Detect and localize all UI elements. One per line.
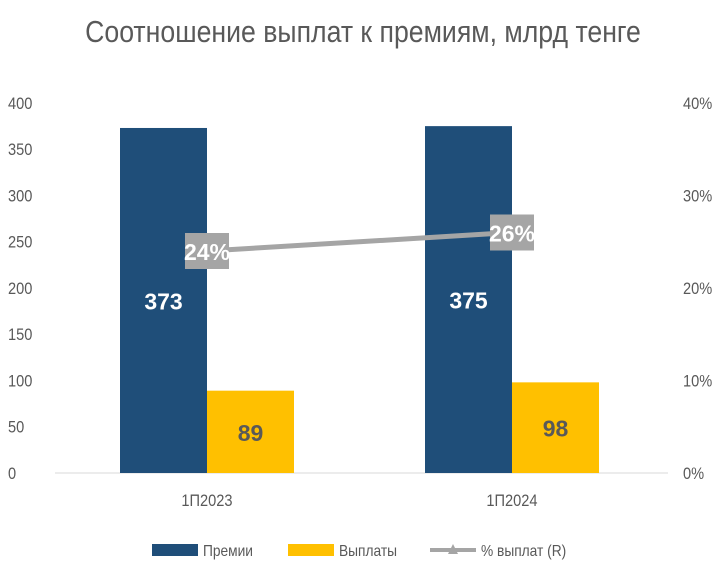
bar-Премии [120,127,207,473]
right-axis-ticks: 0% 10% 20% 30% 40% [683,95,712,483]
bar-Выплаты [207,390,294,473]
left-tick-label: 150 [8,326,33,344]
legend: Премии Выплаты % выплат (R) [152,542,566,560]
legend-swatch [152,544,198,556]
bars: 373 375 89 98 [120,126,599,473]
bar-data-label: 98 [543,416,569,442]
left-tick-label: 250 [8,234,33,252]
payout-ratio-line: 24% 26% [184,214,535,269]
right-tick-label: 10% [683,373,712,391]
chart-title: Соотношение выплат к премиям, млрд тенге [85,14,641,49]
bar-Выплаты [512,382,599,473]
line-label-box [490,214,534,251]
bar-data-label: 375 [449,288,488,314]
left-tick-label: 0 [8,465,16,483]
left-tick-label: 100 [8,373,33,391]
legend-label: Премии [203,542,253,560]
right-tick-label: 20% [683,280,712,298]
bar-data-label: 373 [144,288,182,314]
bar-Премии [425,126,512,473]
line-data-label: 26% [489,221,535,247]
legend-triangle-marker [448,544,458,554]
left-tick-label: 200 [8,280,33,298]
right-tick-label: 30% [683,188,712,206]
line-label-box [185,233,229,269]
left-tick-label: 400 [8,95,33,113]
legend-label: Выплаты [339,542,397,560]
category-labels: 1П2023 1П2024 [181,492,537,510]
left-tick-label: 50 [8,419,24,437]
left-tick-label: 300 [8,188,33,206]
left-axis-ticks: 0 50 100 150 200 250 300 350 400 [8,95,33,483]
category-label: 1П2023 [181,492,232,510]
bar-data-label: 89 [238,420,264,446]
right-tick-label: 40% [683,95,712,113]
right-tick-label: 0% [683,465,704,483]
line-data-label: 24% [184,239,230,265]
legend-label: % выплат (R) [481,542,566,560]
legend-swatch [288,544,334,556]
left-tick-label: 350 [8,141,33,159]
line-path [206,230,513,254]
category-label: 1П2024 [486,492,537,510]
